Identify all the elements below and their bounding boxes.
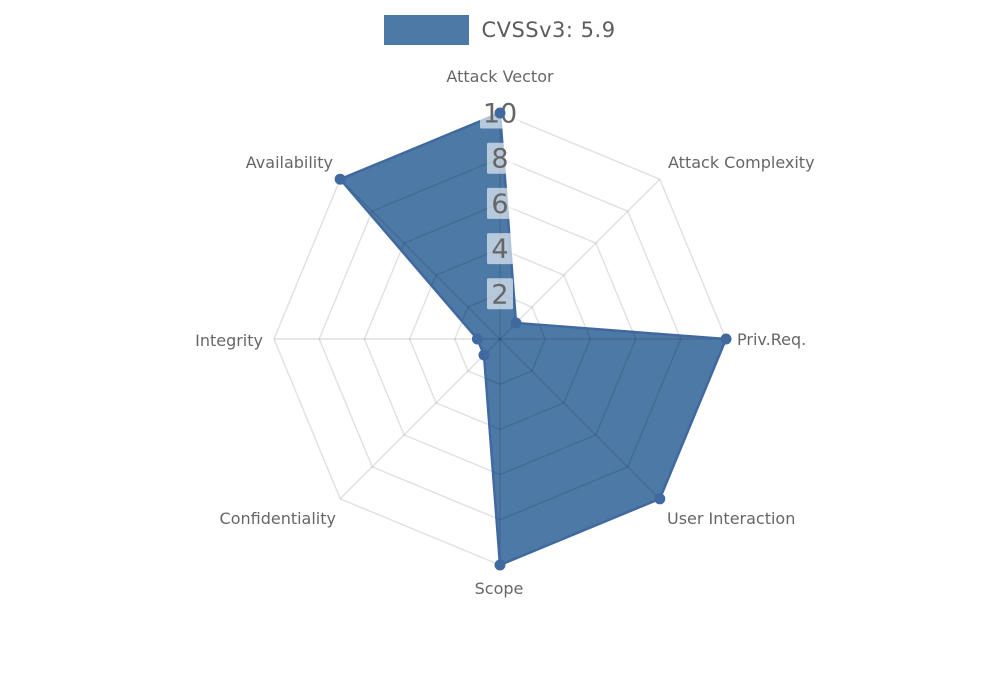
vertex-dot: [510, 317, 522, 329]
axis-label: User Interaction: [667, 509, 795, 528]
axis-label: Scope: [475, 579, 524, 598]
vertex-dot: [654, 493, 666, 505]
tick-label-box: [487, 142, 513, 174]
axis-label: Attack Complexity: [668, 153, 815, 172]
vertex-dot: [494, 107, 506, 119]
vertex-dot: [494, 559, 506, 571]
axis-label: Integrity: [195, 331, 263, 350]
tick-label-box: [487, 233, 513, 265]
grid-spoke: [499, 338, 661, 500]
grid-spoke: [499, 178, 661, 340]
tick-label: 6: [491, 189, 508, 220]
axis-label: Availability: [246, 153, 333, 172]
legend-label[interactable]: CVSSv3: 5.9: [481, 18, 616, 42]
grid-ring: [408, 247, 592, 431]
axis-label: Priv.Req.: [737, 330, 806, 349]
tick-label-box: [487, 187, 513, 219]
tick-label: 2: [491, 279, 508, 310]
vertex-dot: [334, 173, 346, 185]
tick-label-box: [487, 278, 513, 310]
series-area: [340, 113, 726, 565]
grid-spoke: [339, 178, 501, 340]
grid-ring: [363, 202, 637, 476]
grid-ring: [454, 293, 546, 385]
tick-label: 8: [491, 144, 508, 175]
axis-label: Attack Vector: [446, 67, 554, 86]
vertex-dot: [720, 333, 732, 345]
legend-swatch[interactable]: [384, 15, 470, 45]
grid-spoke: [339, 338, 501, 500]
axis-label: Confidentiality: [220, 509, 336, 528]
vertex-dot: [471, 333, 483, 345]
chart-legend[interactable]: CVSSv3: 5.9: [0, 15, 1000, 45]
vertex-dot: [478, 349, 490, 361]
tick-label: 4: [491, 234, 508, 265]
grid-ring: [318, 157, 682, 521]
